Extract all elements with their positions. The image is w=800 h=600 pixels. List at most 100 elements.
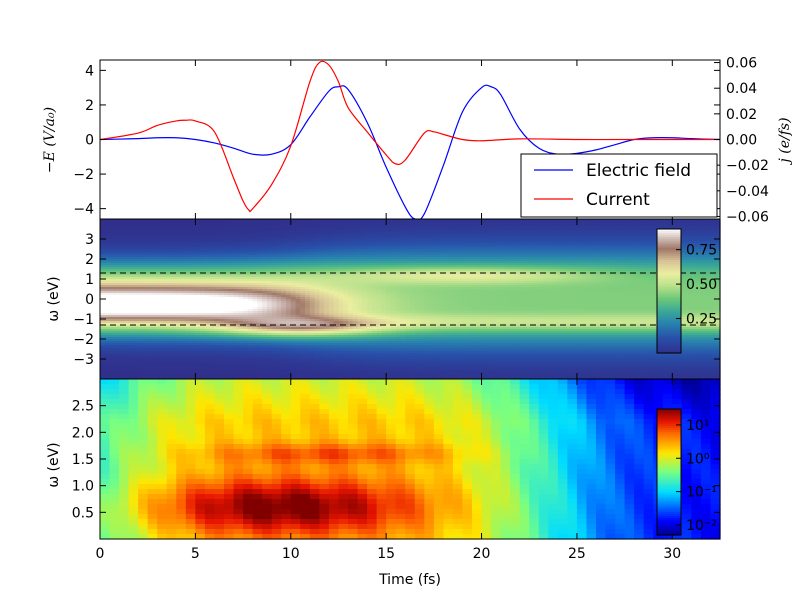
middle-heatmap-cell (133, 287, 139, 290)
middle-heatmap-cell (247, 223, 254, 226)
middle-heatmap-cell (319, 327, 325, 330)
middle-heatmap-cell (252, 257, 258, 260)
middle-heatmap-cell (281, 323, 287, 326)
middle-heatmap-cell (295, 369, 301, 372)
middle-heatmap-cell (324, 343, 330, 346)
middle-heatmap-cell (147, 221, 154, 224)
middle-heatmap-cell (114, 329, 120, 332)
middle-heatmap-cell (138, 231, 144, 234)
middle-heatmap-cell (338, 265, 344, 268)
middle-heatmap-cell (333, 357, 340, 360)
middle-heatmap-cell (224, 333, 230, 336)
middle-heatmap-cell (214, 289, 220, 292)
middle-heatmap-cell (162, 313, 168, 316)
middle-heatmap-cell (162, 285, 168, 288)
middle-heatmap-cell (200, 325, 206, 328)
middle-heatmap-cell (328, 265, 335, 268)
middle-heatmap-cell (233, 259, 239, 262)
middle-heatmap-cell (295, 279, 301, 282)
middle-heatmap-cell (333, 361, 340, 364)
middle-heatmap-cell (324, 235, 330, 238)
middle-heatmap-cell (247, 283, 254, 286)
top-right-tick-label: 0.02 (726, 107, 757, 123)
middle-heatmap-cell (281, 245, 287, 248)
middle-heatmap-cell (166, 303, 173, 306)
middle-heatmap-cell (238, 227, 244, 230)
middle-heatmap-cell (128, 227, 134, 230)
middle-heatmap-cell (224, 363, 230, 366)
middle-heatmap-cell (328, 259, 335, 262)
middle-heatmap-cell (171, 261, 177, 264)
middle-heatmap-cell (123, 263, 130, 266)
middle-heatmap-cell (166, 343, 173, 346)
middle-heatmap-cell (100, 349, 106, 352)
middle-heatmap-cell (181, 265, 187, 268)
middle-heatmap-cell (266, 293, 273, 296)
middle-heatmap-cell (219, 343, 225, 346)
middle-heatmap-cell (271, 273, 278, 276)
middle-heatmap-cell (286, 331, 292, 334)
middle-heatmap-cell (162, 355, 168, 358)
middle-heatmap-cell (338, 335, 344, 338)
middle-heatmap-cell (176, 351, 182, 354)
middle-heatmap-cell (252, 327, 258, 330)
middle-heatmap-cell (181, 229, 187, 232)
middle-heatmap-cell (290, 349, 297, 352)
middle-heatmap-cell (195, 247, 201, 250)
middle-heatmap-cell (147, 289, 154, 292)
middle-heatmap-cell (119, 219, 125, 222)
middle-heatmap-cell (142, 235, 149, 238)
middle-heatmap-cell (185, 365, 192, 368)
middle-heatmap-cell (290, 351, 297, 354)
middle-heatmap-cell (338, 285, 344, 288)
middle-heatmap-cell (295, 343, 301, 346)
middle-heatmap-cell (328, 237, 335, 240)
middle-heatmap-cell (257, 269, 263, 272)
middle-heatmap-cell (328, 309, 335, 312)
middle-heatmap-cell (100, 267, 106, 270)
middle-heatmap-cell (324, 253, 330, 256)
middle-heatmap-cell (233, 291, 239, 294)
middle-heatmap-cell (114, 251, 120, 254)
middle-heatmap-cell (195, 339, 201, 342)
middle-heatmap-cell (305, 331, 311, 334)
middle-heatmap-cell (147, 321, 154, 324)
middle-heatmap-cell (276, 285, 282, 288)
middle-heatmap-cell (100, 229, 106, 232)
middle-heatmap-cell (238, 289, 244, 292)
middle-heatmap-cell (281, 351, 287, 354)
middle-heatmap-cell (252, 371, 258, 374)
middle-heatmap-cell (152, 295, 158, 298)
middle-heatmap-cell (338, 323, 344, 326)
middle-heatmap-cell (190, 327, 196, 330)
middle-heatmap-cell (162, 309, 168, 312)
middle-heatmap-cell (314, 321, 320, 324)
middle-heatmap-cell (257, 299, 263, 302)
middle-heatmap-cell (262, 351, 268, 354)
middle-heatmap-cell (247, 335, 254, 338)
middle-heatmap-cell (119, 377, 125, 380)
middle-heatmap-cell (319, 373, 325, 376)
middle-heatmap-cell (157, 335, 163, 338)
middle-heatmap-cell (247, 237, 254, 240)
middle-heatmap-cell (142, 313, 149, 316)
middle-heatmap-cell (128, 301, 134, 304)
middle-heatmap-cell (138, 219, 144, 222)
middle-heatmap-cell (185, 273, 192, 276)
middle-heatmap-cell (228, 289, 235, 292)
middle-heatmap-cell (290, 267, 297, 270)
middle-heatmap-cell (128, 219, 134, 222)
middle-heatmap-cell (333, 363, 340, 366)
middle-heatmap-cell (166, 231, 173, 234)
middle-heatmap-cell (133, 377, 139, 380)
middle-heatmap-cell (119, 249, 125, 252)
middle-heatmap-cell (185, 259, 192, 262)
middle-heatmap-cell (204, 333, 211, 336)
middle-heatmap-cell (238, 301, 244, 304)
middle-heatmap-cell (181, 327, 187, 330)
middle-heatmap-cell (138, 367, 144, 370)
middle-heatmap-cell (314, 369, 320, 372)
middle-heatmap-cell (128, 295, 134, 298)
middle-heatmap-cell (309, 245, 316, 248)
middle-heatmap-cell (114, 291, 120, 294)
